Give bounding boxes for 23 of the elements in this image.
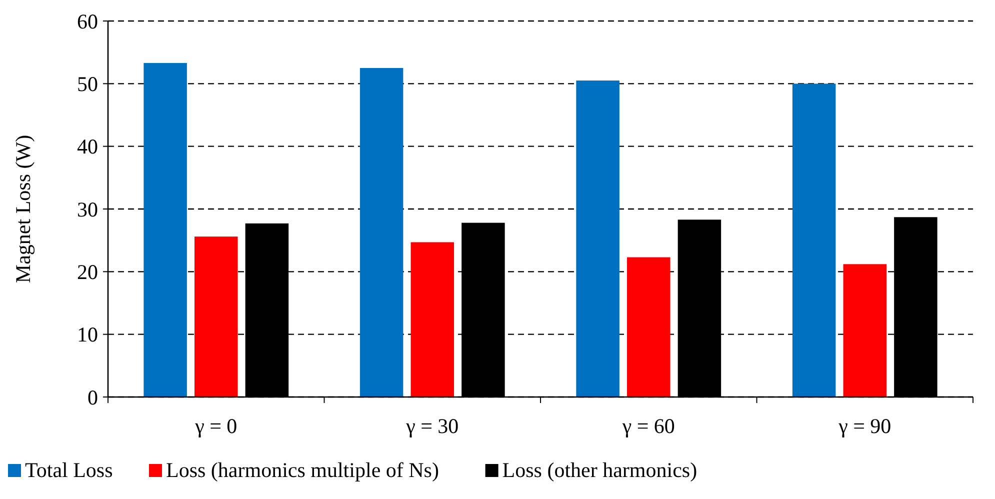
x-tick-label: γ = 60: [621, 414, 675, 438]
y-tick-label: 30: [77, 197, 98, 222]
y-tick-label: 60: [77, 9, 98, 34]
x-tick-label: γ = 0: [194, 414, 238, 438]
legend-label: Loss (other harmonics): [502, 458, 698, 482]
bar: [410, 242, 454, 397]
legend-label: Total Loss: [25, 458, 113, 482]
y-tick-label: 0: [88, 385, 98, 410]
y-tick-label: 10: [77, 322, 98, 347]
bar: [627, 257, 670, 397]
bar: [843, 264, 886, 397]
y-axis-title: Magnet Loss (W): [11, 134, 35, 284]
x-tick-label: γ = 90: [838, 414, 892, 438]
y-tick-label: 20: [77, 260, 98, 284]
bar: [576, 80, 620, 397]
bar: [360, 68, 404, 397]
y-tick-label: 40: [77, 134, 98, 159]
y-tick-label: 50: [77, 72, 98, 96]
x-tick-label: γ = 30: [405, 414, 459, 438]
legend-label: Loss (harmonics multiple of Ns): [166, 458, 439, 482]
bar: [194, 236, 238, 397]
bar: [144, 62, 187, 397]
bar: [792, 84, 836, 397]
